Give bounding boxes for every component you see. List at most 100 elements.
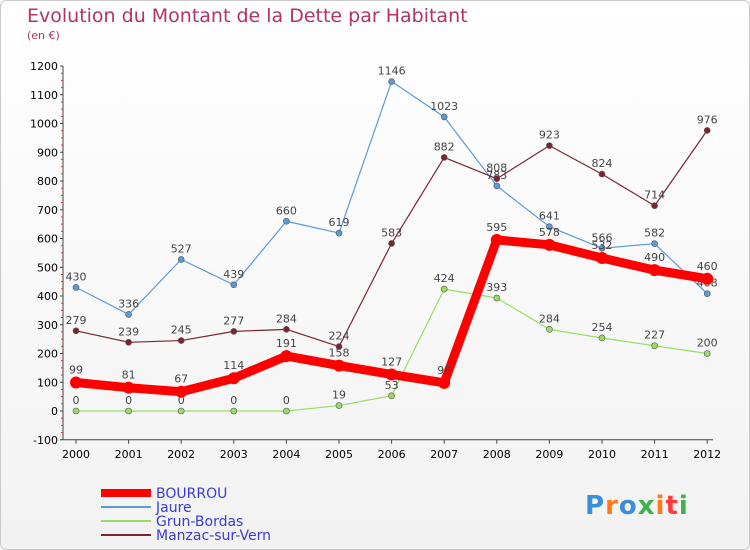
data-label: 808 bbox=[486, 162, 507, 175]
data-label: 53 bbox=[385, 379, 399, 392]
data-label: 0 bbox=[125, 394, 132, 407]
data-label: 641 bbox=[539, 210, 560, 223]
data-point bbox=[438, 376, 451, 389]
data-label: 393 bbox=[486, 281, 507, 294]
y-tick-label: 1100 bbox=[30, 89, 58, 102]
data-point bbox=[230, 328, 238, 335]
data-point bbox=[493, 182, 501, 190]
x-tick-label: 2012 bbox=[693, 448, 721, 461]
data-label: 277 bbox=[223, 314, 244, 327]
data-label: 0 bbox=[73, 394, 80, 407]
data-label: 284 bbox=[539, 312, 560, 325]
data-label: 98 bbox=[437, 364, 451, 377]
legend-label: Grun-Bordas bbox=[156, 514, 243, 530]
logo-letter: i bbox=[678, 491, 689, 521]
chart-unit: (en €) bbox=[27, 29, 60, 42]
data-label: 336 bbox=[118, 297, 139, 310]
data-label: 1146 bbox=[378, 65, 406, 78]
data-label: 460 bbox=[697, 260, 718, 273]
data-point bbox=[227, 372, 240, 385]
data-point bbox=[440, 154, 448, 161]
data-label: 0 bbox=[230, 394, 237, 407]
data-label: 81 bbox=[122, 369, 136, 382]
proxiti-logo: Proxiti bbox=[585, 491, 689, 521]
data-point bbox=[651, 342, 658, 350]
legend-label: Manzac-sur-Vern bbox=[156, 528, 271, 544]
x-tick-label: 2006 bbox=[378, 448, 406, 461]
y-tick-label: 300 bbox=[37, 319, 58, 332]
x-tick-label: 2011 bbox=[641, 448, 669, 461]
data-point bbox=[175, 385, 188, 398]
data-point bbox=[177, 337, 185, 344]
data-point bbox=[177, 407, 185, 415]
x-tick-label: 2001 bbox=[115, 448, 143, 461]
x-tick-label: 2002 bbox=[167, 448, 195, 461]
data-point bbox=[388, 78, 395, 85]
data-label: 660 bbox=[276, 204, 297, 217]
data-point bbox=[333, 359, 345, 372]
data-point bbox=[280, 350, 293, 363]
x-tick-label: 2004 bbox=[272, 448, 300, 461]
data-point bbox=[125, 311, 132, 318]
logo-letter: r bbox=[605, 491, 619, 521]
data-label: 583 bbox=[381, 226, 402, 239]
data-label: 619 bbox=[329, 216, 350, 229]
data-label: 158 bbox=[329, 347, 350, 360]
y-tick-label: 1200 bbox=[30, 60, 58, 73]
data-label: 67 bbox=[174, 373, 188, 386]
y-tick-label: 600 bbox=[37, 233, 58, 246]
data-point bbox=[230, 407, 238, 415]
x-tick-label: 2000 bbox=[62, 448, 90, 461]
data-label: 783 bbox=[486, 169, 507, 182]
x-tick-label: 2010 bbox=[588, 448, 616, 461]
data-point bbox=[493, 175, 501, 182]
data-point bbox=[490, 233, 503, 246]
data-point bbox=[546, 142, 553, 149]
y-tick-label: 200 bbox=[37, 348, 58, 361]
y-tick-label: 400 bbox=[37, 290, 58, 303]
logo-letter: P bbox=[585, 491, 606, 521]
logo-letter: x bbox=[637, 491, 656, 521]
data-label: 976 bbox=[697, 113, 718, 126]
data-point bbox=[72, 407, 80, 415]
data-point bbox=[177, 256, 185, 263]
y-tick-label: 1000 bbox=[30, 118, 58, 131]
data-point bbox=[230, 281, 238, 289]
data-label: 582 bbox=[644, 227, 665, 240]
data-point bbox=[440, 113, 448, 121]
data-point bbox=[335, 343, 343, 350]
data-point bbox=[122, 381, 135, 394]
data-label: 923 bbox=[539, 129, 560, 142]
data-label: 824 bbox=[592, 157, 613, 170]
data-point bbox=[701, 272, 714, 285]
logo-letter: t bbox=[665, 491, 679, 521]
data-label: 1023 bbox=[430, 100, 458, 113]
data-point bbox=[648, 264, 661, 277]
data-label: 532 bbox=[592, 239, 613, 252]
x-tick-label: 2005 bbox=[325, 448, 353, 461]
data-point bbox=[72, 327, 80, 335]
data-point bbox=[493, 294, 501, 302]
data-label: 191 bbox=[276, 337, 297, 350]
y-tick-label: 100 bbox=[37, 376, 58, 389]
series-line bbox=[75, 80, 708, 315]
data-point bbox=[598, 334, 606, 342]
data-point bbox=[703, 127, 711, 134]
x-tick-label: 2007 bbox=[430, 448, 458, 461]
legend-label: BOURROU bbox=[156, 486, 227, 502]
data-point bbox=[598, 170, 606, 178]
data-label: 200 bbox=[697, 337, 718, 350]
y-tick-label: 900 bbox=[37, 146, 58, 159]
x-tick-label: 2003 bbox=[220, 448, 248, 461]
data-point bbox=[335, 229, 343, 237]
logo-letter: o bbox=[618, 491, 638, 521]
data-point bbox=[388, 392, 395, 400]
data-label: 0 bbox=[178, 394, 185, 407]
y-tick-label: 0 bbox=[51, 405, 58, 418]
data-label: 227 bbox=[644, 329, 665, 342]
data-point bbox=[546, 223, 553, 231]
data-label: 578 bbox=[539, 226, 560, 239]
data-point bbox=[598, 244, 606, 252]
data-point bbox=[283, 217, 290, 225]
